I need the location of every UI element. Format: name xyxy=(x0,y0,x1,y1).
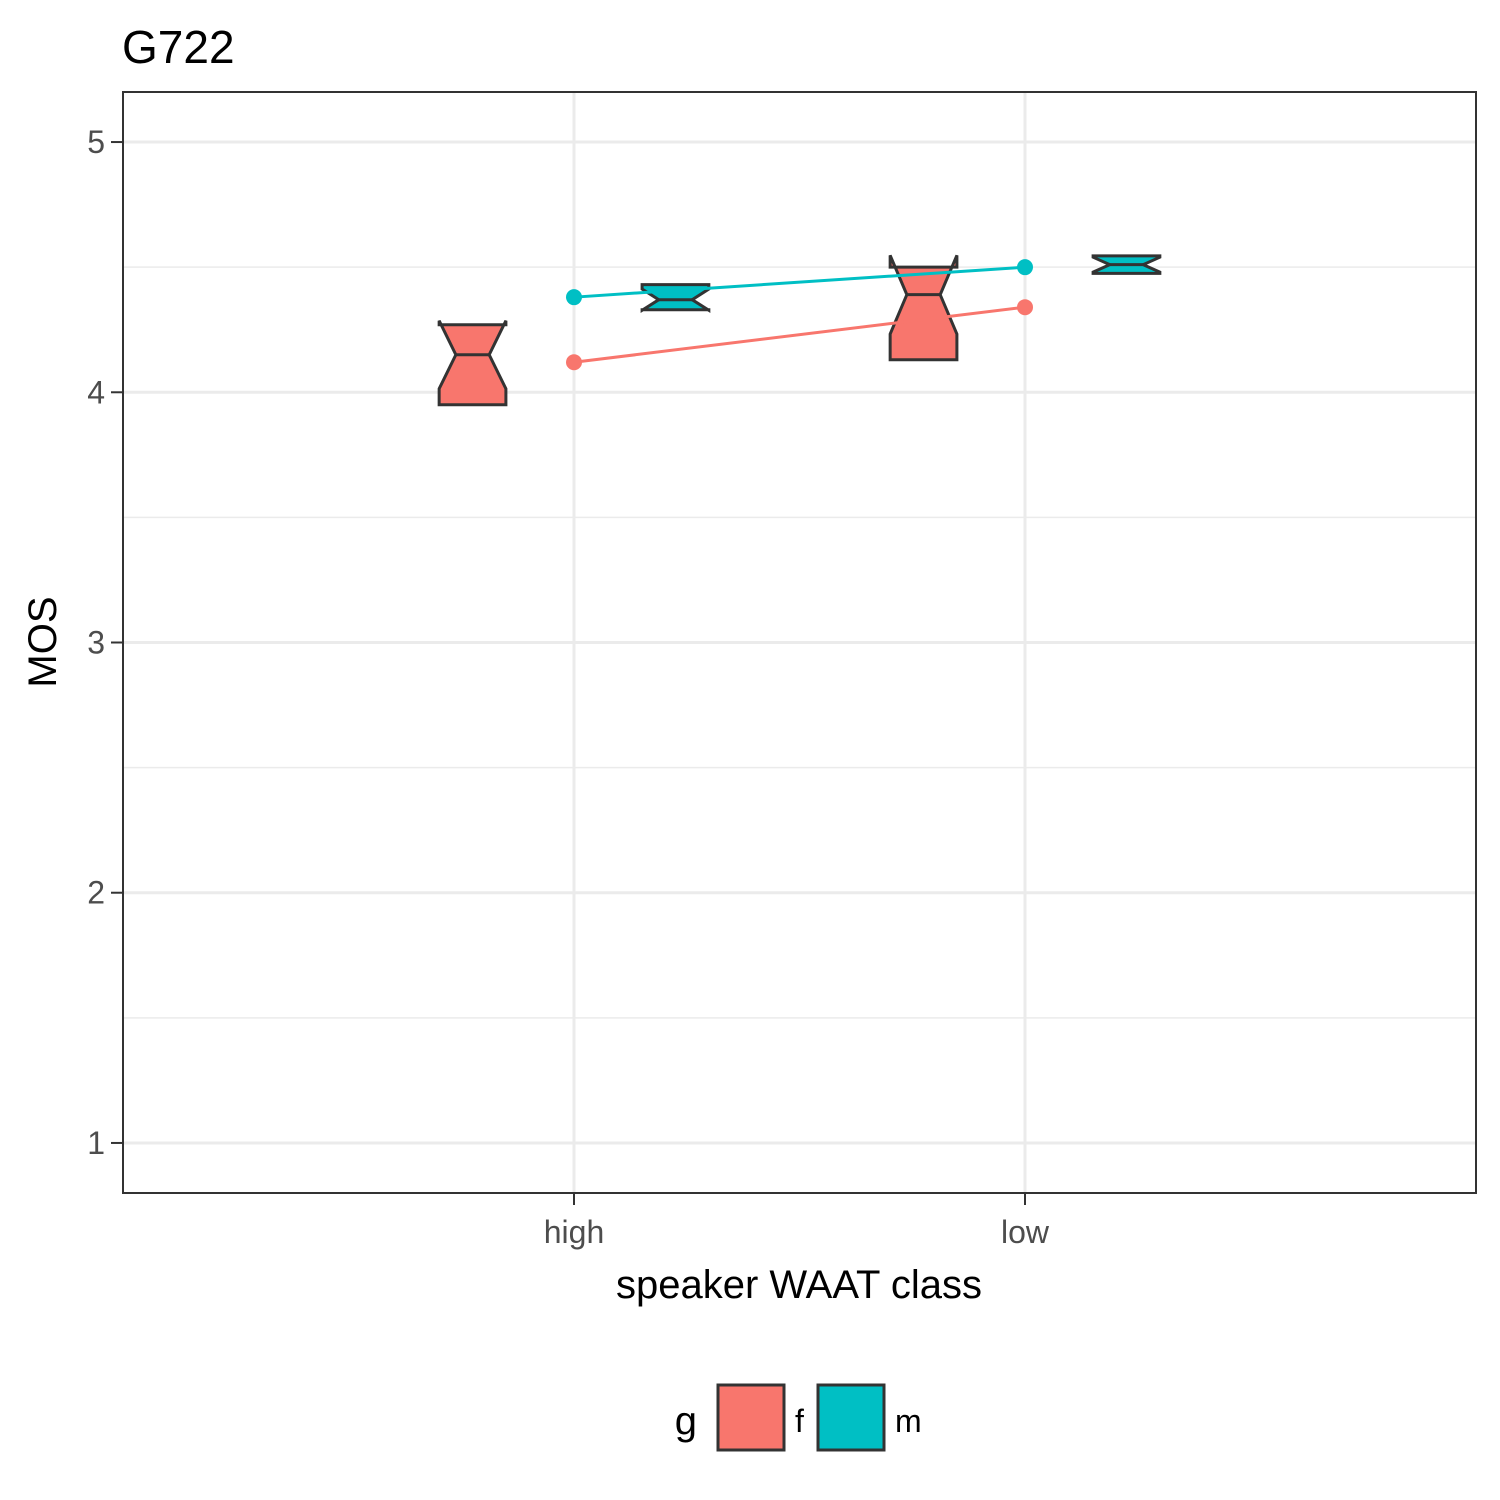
legend-title: g xyxy=(675,1399,697,1443)
mean-point-m-high xyxy=(566,289,582,306)
box-layer xyxy=(437,254,1162,407)
mean-line-f xyxy=(573,305,1026,364)
mean-point-f-high xyxy=(566,354,582,371)
x-tick-label: high xyxy=(544,1214,605,1250)
x-axis: high low xyxy=(544,1193,1050,1250)
legend-label-f: f xyxy=(795,1403,804,1439)
mean-point-m-low xyxy=(1017,259,1033,276)
y-tick-label: 4 xyxy=(87,374,105,410)
legend-key-m xyxy=(816,1383,886,1452)
y-axis: 1 2 3 4 5 xyxy=(87,124,123,1161)
mean-point-f-low xyxy=(1017,299,1033,316)
box-f-low xyxy=(888,254,959,362)
legend-key-f xyxy=(716,1383,786,1452)
grid xyxy=(123,92,1476,1193)
legend-label-m: m xyxy=(895,1403,922,1439)
y-tick-label: 2 xyxy=(87,875,105,911)
y-tick-label: 1 xyxy=(87,1125,105,1161)
y-tick-label: 5 xyxy=(87,124,105,160)
x-tick-label: low xyxy=(1001,1214,1050,1250)
chart-title: G722 xyxy=(122,21,235,73)
x-axis-title: speaker WAAT class xyxy=(616,1263,982,1307)
y-tick-label: 3 xyxy=(87,625,105,661)
y-axis-title: MOS xyxy=(21,596,65,687)
mean-line-m xyxy=(573,265,1026,299)
mean-layer xyxy=(566,259,1033,371)
box-f-high xyxy=(437,320,508,407)
